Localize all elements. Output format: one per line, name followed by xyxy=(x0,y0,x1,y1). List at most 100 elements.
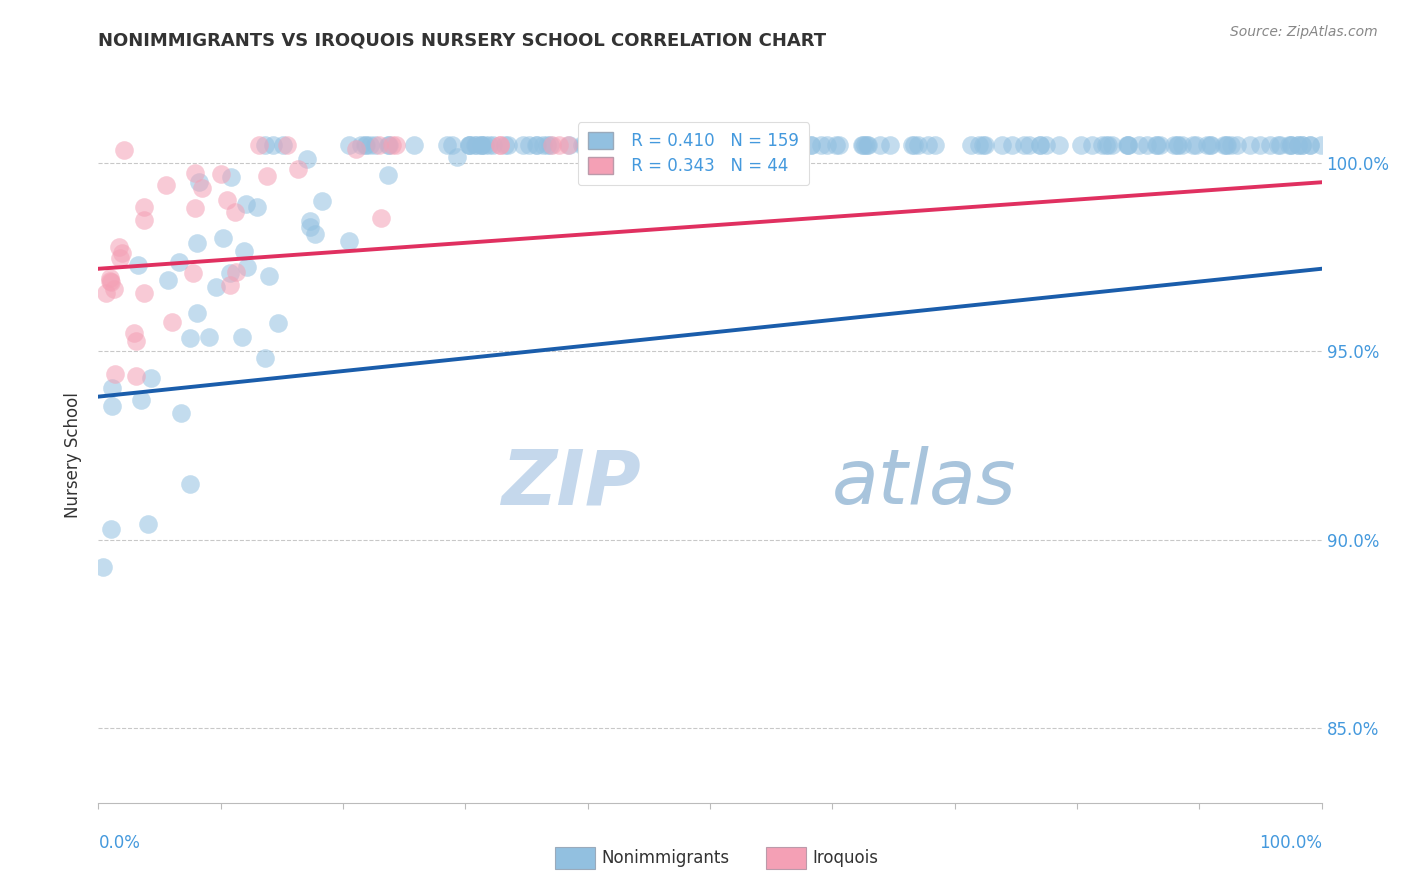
Point xyxy=(91,559,114,574)
Point xyxy=(350,137,373,152)
Text: atlas: atlas xyxy=(832,446,1017,520)
Point xyxy=(1299,137,1322,152)
Point xyxy=(785,137,807,152)
Point xyxy=(707,137,730,152)
Point xyxy=(127,258,149,272)
Point xyxy=(1070,137,1092,152)
Legend:  R = 0.410   N = 159,  R = 0.343   N = 44  : R = 0.410 N = 159, R = 0.343 N = 44 xyxy=(578,122,808,186)
Point xyxy=(1047,137,1070,152)
Point xyxy=(907,137,929,152)
Point xyxy=(134,285,156,300)
Point xyxy=(596,137,619,152)
Point xyxy=(104,367,127,381)
Point xyxy=(94,285,117,300)
Point xyxy=(125,369,148,384)
Point xyxy=(1181,137,1204,152)
Point xyxy=(853,137,876,152)
Point xyxy=(311,194,333,208)
Point xyxy=(754,137,776,152)
Point xyxy=(738,137,761,152)
Point xyxy=(494,137,516,152)
Point xyxy=(1163,137,1185,152)
Point xyxy=(512,137,534,152)
Point xyxy=(1198,137,1220,152)
Point xyxy=(752,137,775,152)
Point xyxy=(1167,137,1189,152)
Point xyxy=(572,137,595,152)
Point xyxy=(1299,137,1322,152)
Point xyxy=(98,271,121,285)
Point xyxy=(1279,137,1302,152)
Point xyxy=(124,326,146,340)
Point xyxy=(219,277,242,292)
Point xyxy=(298,219,321,234)
Point xyxy=(337,234,360,248)
Text: Iroquois: Iroquois xyxy=(813,849,879,867)
Point xyxy=(538,137,561,152)
Point xyxy=(354,137,377,152)
Point xyxy=(377,168,399,182)
Point xyxy=(800,137,823,152)
Point xyxy=(924,137,946,152)
Point xyxy=(637,137,659,152)
Point xyxy=(231,330,253,344)
Point xyxy=(496,137,519,152)
Point xyxy=(124,334,146,348)
Point xyxy=(1012,137,1035,152)
Point xyxy=(1029,137,1052,152)
Point xyxy=(1144,137,1167,152)
Point xyxy=(1136,137,1159,152)
Point xyxy=(1226,137,1249,152)
Point xyxy=(686,137,709,152)
Point xyxy=(110,252,132,266)
Point xyxy=(377,137,399,152)
Point xyxy=(575,137,598,152)
Point xyxy=(668,137,690,152)
Point xyxy=(1094,137,1116,152)
Point xyxy=(157,273,180,287)
Text: NONIMMIGRANTS VS IROQUOIS NURSERY SCHOOL CORRELATION CHART: NONIMMIGRANTS VS IROQUOIS NURSERY SCHOOL… xyxy=(98,31,827,49)
Point xyxy=(381,137,404,152)
Point xyxy=(254,351,277,366)
Point xyxy=(960,137,983,152)
Point xyxy=(295,152,318,166)
Point xyxy=(262,137,284,152)
Point xyxy=(204,280,226,294)
Point xyxy=(209,167,232,181)
Point xyxy=(1149,137,1171,152)
Point xyxy=(235,260,257,274)
Point xyxy=(446,150,468,164)
Point xyxy=(367,137,389,152)
Point xyxy=(974,137,997,152)
Y-axis label: Nursery School: Nursery School xyxy=(65,392,83,518)
Point xyxy=(1249,137,1271,152)
Point xyxy=(558,137,581,152)
Point xyxy=(531,137,554,152)
Point xyxy=(1097,137,1119,152)
Point xyxy=(1258,137,1281,152)
Point xyxy=(103,282,125,296)
Point xyxy=(679,137,702,152)
Point xyxy=(1201,137,1223,152)
Point xyxy=(477,137,499,152)
Text: Source: ZipAtlas.com: Source: ZipAtlas.com xyxy=(1230,25,1378,39)
Point xyxy=(271,137,294,152)
Point xyxy=(186,306,208,320)
Point xyxy=(256,169,278,183)
Point xyxy=(1215,137,1237,152)
Point xyxy=(470,137,492,152)
Point xyxy=(526,137,548,152)
Point xyxy=(481,137,503,152)
Point xyxy=(246,200,269,214)
Point xyxy=(548,137,571,152)
Point xyxy=(856,137,879,152)
Point xyxy=(571,137,593,152)
Point xyxy=(519,137,541,152)
Point xyxy=(100,275,122,289)
Point xyxy=(402,137,425,152)
Point xyxy=(100,400,122,414)
Point xyxy=(112,143,135,157)
Point xyxy=(259,268,281,283)
Point xyxy=(457,137,479,152)
Point xyxy=(879,137,901,152)
